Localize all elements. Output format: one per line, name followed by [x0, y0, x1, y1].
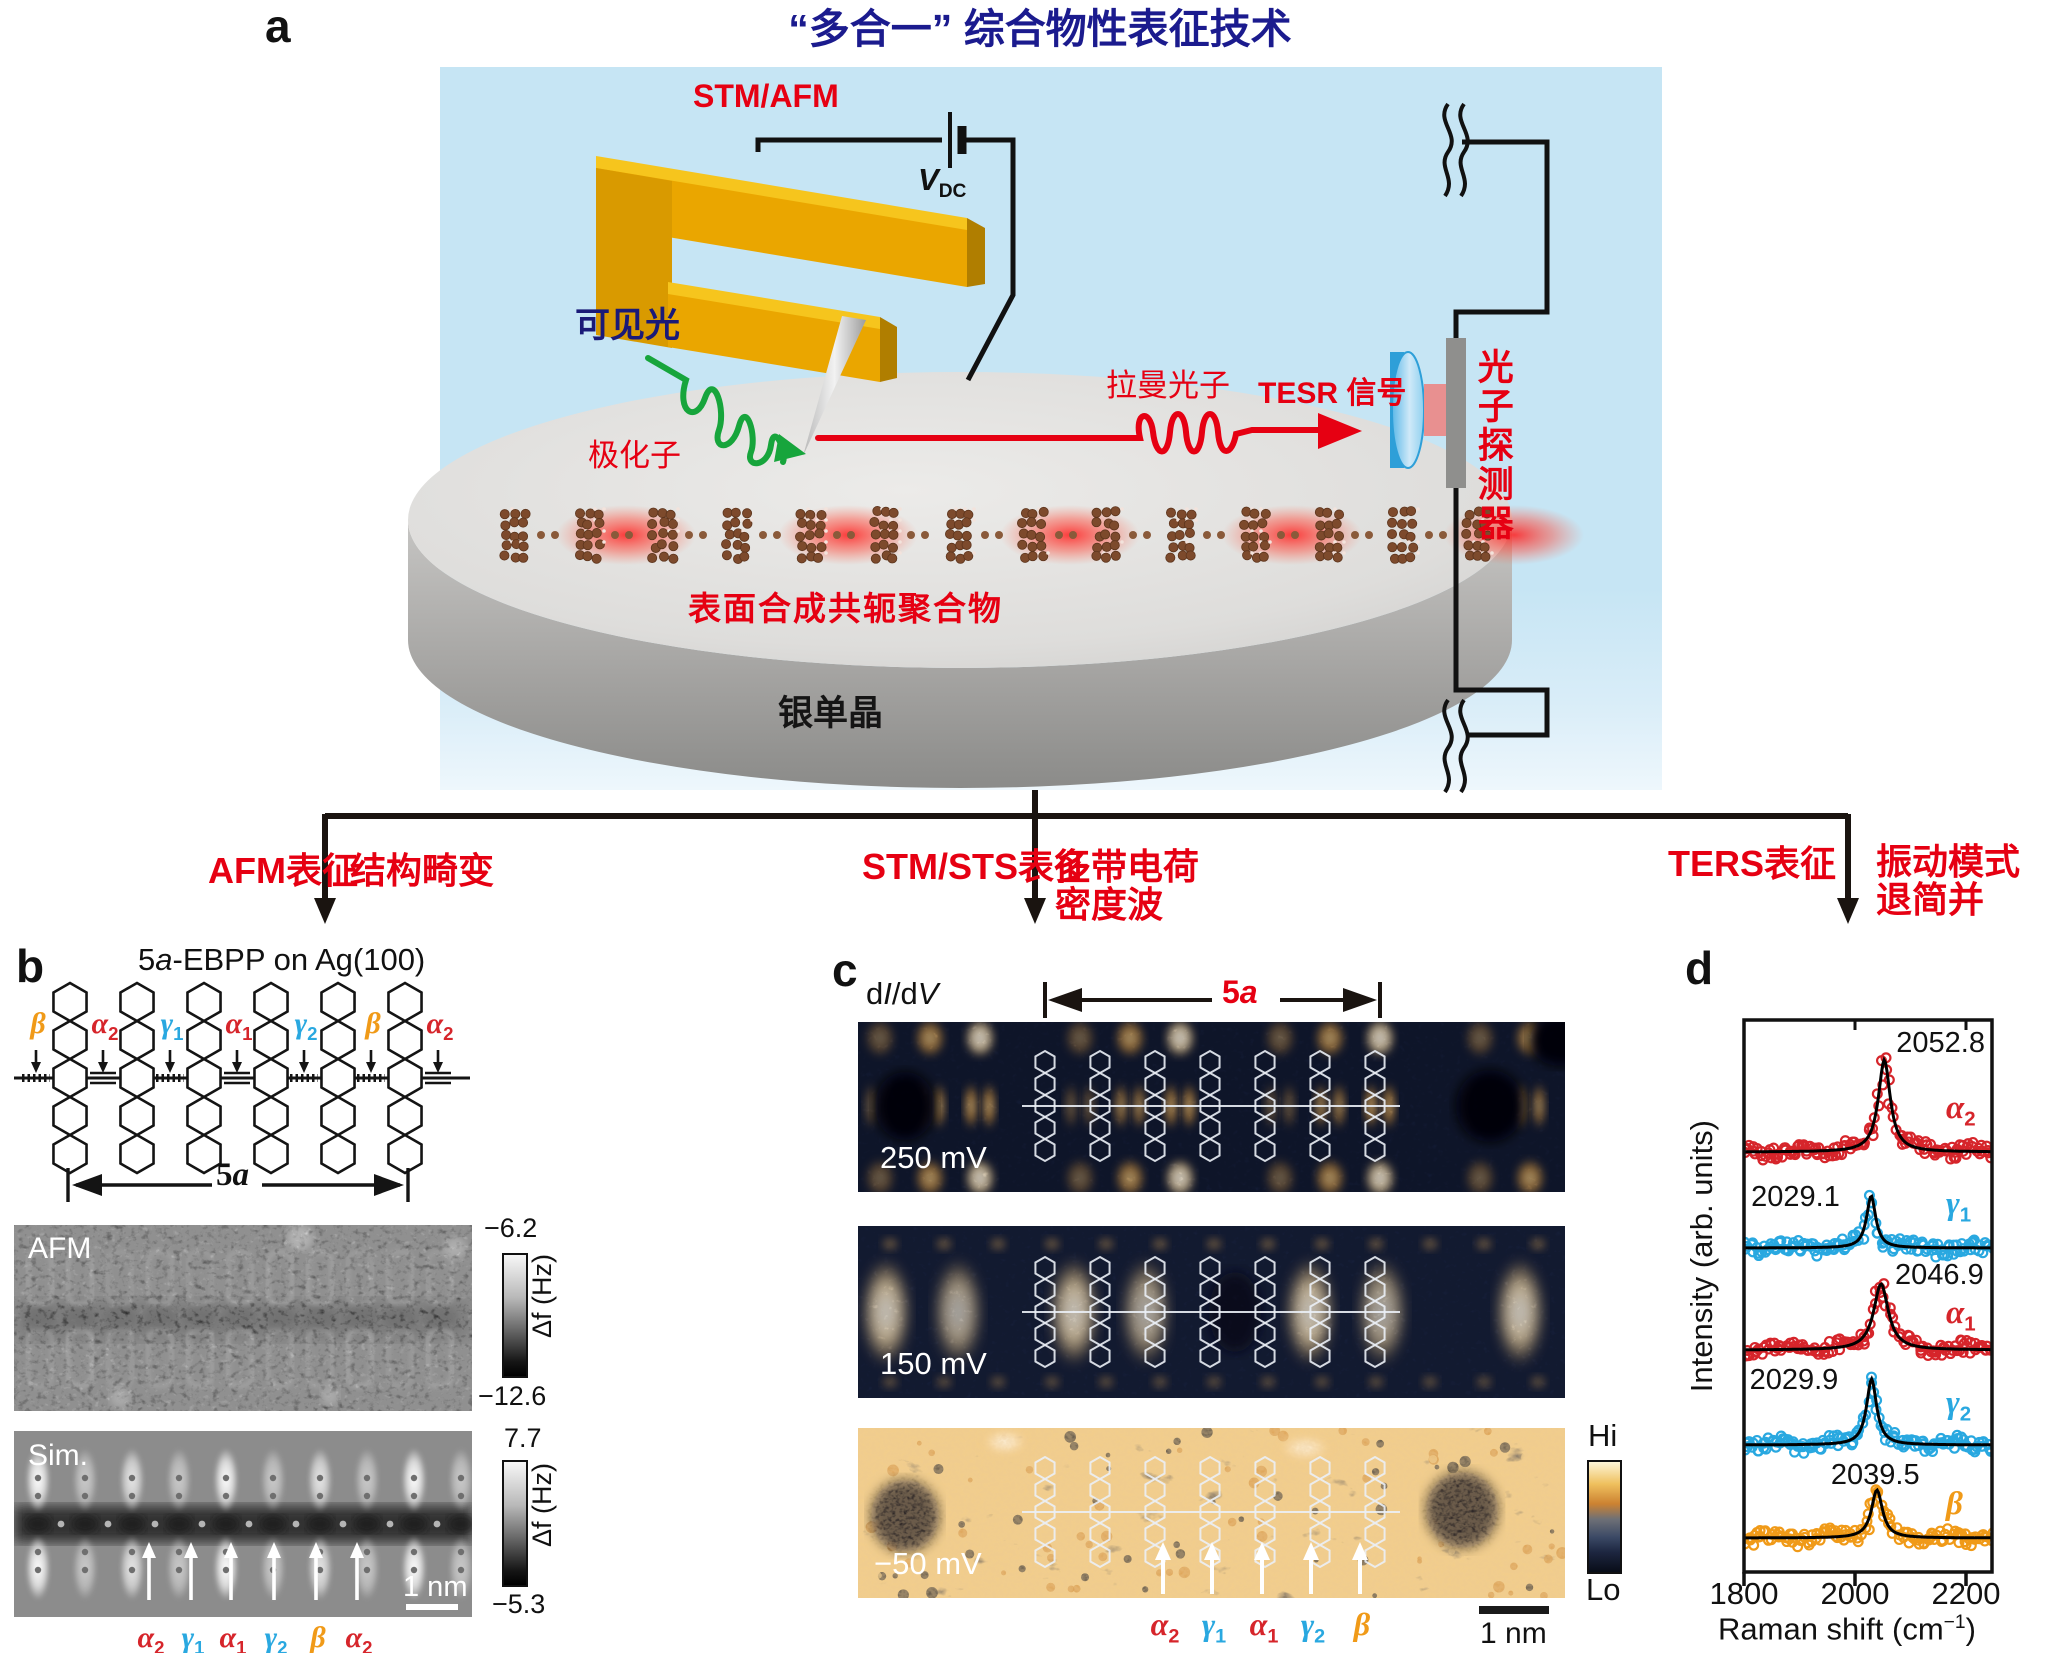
panel-b-annotations — [142, 1542, 458, 1610]
sim-colorbar-max: 7.7 — [504, 1423, 542, 1453]
raman-photon-label: 拉曼光子 — [1106, 368, 1230, 403]
chemical-structure-5a-ebpp — [14, 981, 470, 1202]
x-axis-title: Raman shift (cm−1) — [1718, 1611, 1976, 1647]
raman-photon-arrow — [815, 411, 1362, 455]
flow-ters-result-label: 振动模式 退简并 — [1876, 841, 2021, 920]
didv-map-150mv — [858, 1226, 1565, 1398]
didv-mode-label: α1 — [1249, 1606, 1279, 1648]
series-name-label: γ2 — [1946, 1385, 1972, 1426]
afm-colorbar — [502, 1253, 528, 1378]
figure-title: “多合一” 综合物性表征技术 — [788, 6, 1292, 52]
series-name-label: β — [1946, 1486, 1963, 1522]
didv-mode-label: γ1 — [1201, 1606, 1227, 1648]
sim-image-label: Sim. — [28, 1439, 88, 1472]
bond-mode-label-b: α2 — [91, 1007, 119, 1044]
series-name-label: α2 — [1946, 1090, 1976, 1131]
flow-afm-label: AFM表征 — [208, 850, 358, 891]
afm-image-label: AFM — [28, 1232, 92, 1265]
qplus-sensor — [596, 156, 985, 382]
panel-a-label: a — [265, 0, 291, 52]
map-voltage-minus50: −50 mV — [874, 1546, 982, 1581]
didv-colorbar-hi: Hi — [1588, 1418, 1618, 1453]
tesr-signal-label: TESR 信号 — [1258, 377, 1407, 410]
unit-cell-label-b: 5a — [216, 1157, 249, 1193]
visible-light-arrow — [645, 355, 806, 467]
vdc-label: VDC — [918, 162, 967, 203]
scalebar-1nm-panel-c — [1479, 1606, 1549, 1614]
series-name-label: α1 — [1946, 1295, 1976, 1336]
panel-b-title: 5a-EBPP on Ag(100) — [138, 942, 426, 977]
photon-detector — [1390, 338, 1466, 488]
sim-colorbar — [502, 1460, 528, 1587]
x-tick-label: 1800 — [1709, 1576, 1779, 1611]
sim-colorbar-units: Δf (Hz) — [527, 1463, 557, 1548]
afm-colorbar-units: Δf (Hz) — [527, 1254, 557, 1339]
map-voltage-150: 150 mV — [880, 1346, 987, 1381]
flow-connector-lines — [314, 790, 1859, 924]
polymer-label: 表面合成共轭聚合物 — [688, 590, 1003, 627]
didv-mode-label: α2 — [1150, 1606, 1180, 1648]
conjugated-polymer-chain — [499, 505, 1584, 565]
series-name-label: γ1 — [1946, 1186, 1972, 1227]
bond-mode-label-b: β — [365, 1007, 381, 1040]
y-axis-title: Intensity (arb. units) — [1684, 1120, 1719, 1393]
didv-map-250mv — [858, 1022, 1565, 1192]
peak-value-label: 2052.8 — [1896, 1027, 1985, 1059]
detector-circuit-wire — [1442, 102, 1550, 794]
afm-colorbar-max: −6.2 — [484, 1213, 538, 1243]
didv-label: dI/dV — [866, 976, 939, 1011]
didv-map-minus50mv — [858, 1428, 1565, 1598]
didv-mode-label: β — [1353, 1606, 1371, 1642]
didv-mode-label: γ2 — [1300, 1606, 1326, 1648]
bond-mode-label-b: γ1 — [160, 1007, 184, 1044]
panel-b-label: b — [16, 940, 45, 992]
peak-value-label: 2039.5 — [1830, 1459, 1920, 1491]
sim-mode-label: γ1 — [181, 1621, 205, 1653]
bond-mode-label-b: α1 — [225, 1007, 253, 1044]
sim-mode-label: γ2 — [264, 1621, 288, 1653]
bond-mode-label-b: β — [30, 1007, 46, 1040]
unit-cell-bracket — [1043, 982, 1382, 1018]
raman-spectra-plot — [1742, 1018, 1994, 1586]
polaron-label: 极化子 — [588, 438, 681, 473]
photon-detector-label: 光子探测器 — [1472, 348, 1514, 543]
didv-colorbar-lo: Lo — [1586, 1572, 1621, 1607]
bond-mode-label-b: α2 — [426, 1007, 454, 1044]
afm-simulated-image — [14, 1431, 472, 1617]
sim-mode-label: α2 — [137, 1621, 165, 1653]
panel-d-label: d — [1685, 942, 1714, 994]
peak-value-label: 2029.9 — [1749, 1364, 1839, 1396]
substrate-label: 银单晶 — [778, 694, 884, 733]
visible-light-label: 可见光 — [575, 306, 681, 345]
sim-mode-label: α2 — [345, 1621, 373, 1653]
sim-mode-label: β — [310, 1621, 326, 1653]
bond-mode-label-b: γ2 — [294, 1007, 318, 1044]
sim-colorbar-min: −5.3 — [492, 1589, 546, 1619]
afm-experimental-image — [14, 1225, 472, 1411]
bias-circuit-wire — [755, 112, 1016, 382]
map-voltage-250: 250 mV — [880, 1140, 987, 1175]
scalebar-1nm-label-b: 1 nm — [403, 1571, 468, 1603]
sim-mode-label: α1 — [219, 1621, 247, 1653]
x-tick-label: 2200 — [1931, 1576, 2001, 1611]
flow-afm-result-label: 结构畸变 — [350, 850, 495, 891]
flow-stm-label: STM/STS表征 — [862, 846, 1091, 887]
flow-ters-label: TERS表征 — [1668, 843, 1837, 884]
panel-c-label: c — [832, 944, 858, 996]
flow-stm-result-label: 多带电荷 密度波 — [1055, 846, 1200, 925]
stm-tip — [803, 316, 866, 456]
unit-cell-label-c: 5a — [1222, 974, 1258, 1010]
didv-colorbar — [1587, 1460, 1622, 1574]
x-tick-label: 2000 — [1820, 1576, 1890, 1611]
peak-value-label: 2029.1 — [1751, 1181, 1840, 1213]
afm-colorbar-min: −12.6 — [478, 1381, 547, 1411]
stm-afm-label: STM/AFM — [693, 78, 839, 114]
scalebar-1nm-label-c: 1 nm — [1480, 1617, 1547, 1650]
peak-value-label: 2046.9 — [1895, 1259, 1984, 1291]
